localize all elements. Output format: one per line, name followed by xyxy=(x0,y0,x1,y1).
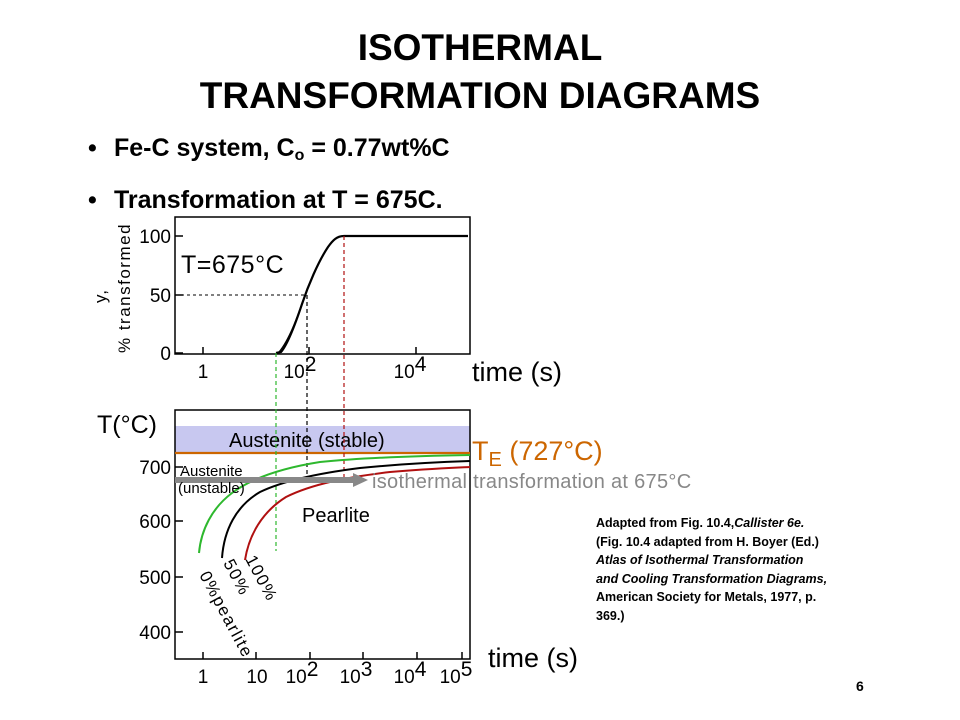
title-line-2: TRANSFORMATION DIAGRAMS xyxy=(199,75,761,116)
bullet-2-text: Transformation at T = 675C. xyxy=(114,186,443,214)
austenite-unstable-label-2: (unstable) xyxy=(178,480,245,497)
bottom-xtick-10: 10 xyxy=(246,667,267,688)
bullet-1-text: Fe-C system, Co = 0.77wt%C xyxy=(114,134,450,164)
title-line-1: ISOTHERMAL xyxy=(357,27,603,68)
bullet-dot-icon: • xyxy=(88,134,97,162)
bottom-xtick-1000: 103 xyxy=(340,658,373,688)
bullet-list: • Fe-C system, Co = 0.77wt%C • Transform… xyxy=(88,126,450,222)
bottom-xtick-100: 102 xyxy=(286,658,319,688)
top-xtick-10000: 104 xyxy=(394,353,427,383)
figure-caption: Adapted from Fig. 10.4,Callister 6e. (Fi… xyxy=(596,516,828,623)
bullet-2: • Transformation at T = 675C. xyxy=(88,178,450,222)
bottom-plot-frame xyxy=(174,409,471,660)
bullet-1: • Fe-C system, Co = 0.77wt%C xyxy=(88,126,450,178)
bottom-ytick-400: 400 xyxy=(139,623,171,644)
pearlite-label: Pearlite xyxy=(302,505,370,527)
top-plot-frame xyxy=(174,216,471,355)
top-ytick-100: 100 xyxy=(139,227,171,248)
austenite-stable-region xyxy=(175,426,470,453)
bottom-ytick-700: 700 xyxy=(139,458,171,479)
top-xtick-1: 1 xyxy=(198,362,209,383)
top-ylabel-line2: % transformed xyxy=(115,223,134,353)
te-label: TE (727°C) xyxy=(472,436,603,471)
top-ytick-50: 50 xyxy=(150,286,171,307)
top-xtick-100: 102 xyxy=(284,353,317,383)
bottom-ylabel: T(°C) xyxy=(97,411,157,439)
top-ytick-0: 0 xyxy=(160,344,171,365)
start-curve xyxy=(198,454,471,554)
bottom-xtick-1: 1 xyxy=(198,667,209,688)
fifty-percent-curve xyxy=(221,460,471,559)
bottom-xlabel: time (s) xyxy=(488,643,578,673)
bottom-ytick-500: 500 xyxy=(139,568,171,589)
bottom-ytick-600: 600 xyxy=(139,512,171,533)
bottom-xtick-100000: 105 xyxy=(440,658,473,688)
isothermal-arrow-head xyxy=(353,473,368,487)
transformation-curve-shadow xyxy=(278,243,331,353)
top-temp-label: T=675°C xyxy=(181,251,284,279)
austenite-unstable-label-1: Austenite xyxy=(180,463,243,480)
isothermal-label: isothermal transformation at 675°C xyxy=(372,471,691,493)
austenite-stable-label: Austenite (stable) xyxy=(229,430,385,452)
top-xlabel: time (s) xyxy=(472,357,562,387)
bottom-xtick-10000: 104 xyxy=(394,658,427,688)
top-plot: 100 50 0 y, % transformed 1 102 104 time… xyxy=(91,216,562,387)
bullet-dot-icon: • xyxy=(88,186,97,214)
top-ylabel-line1: y, xyxy=(91,289,110,303)
page-number: 6 xyxy=(856,678,864,694)
